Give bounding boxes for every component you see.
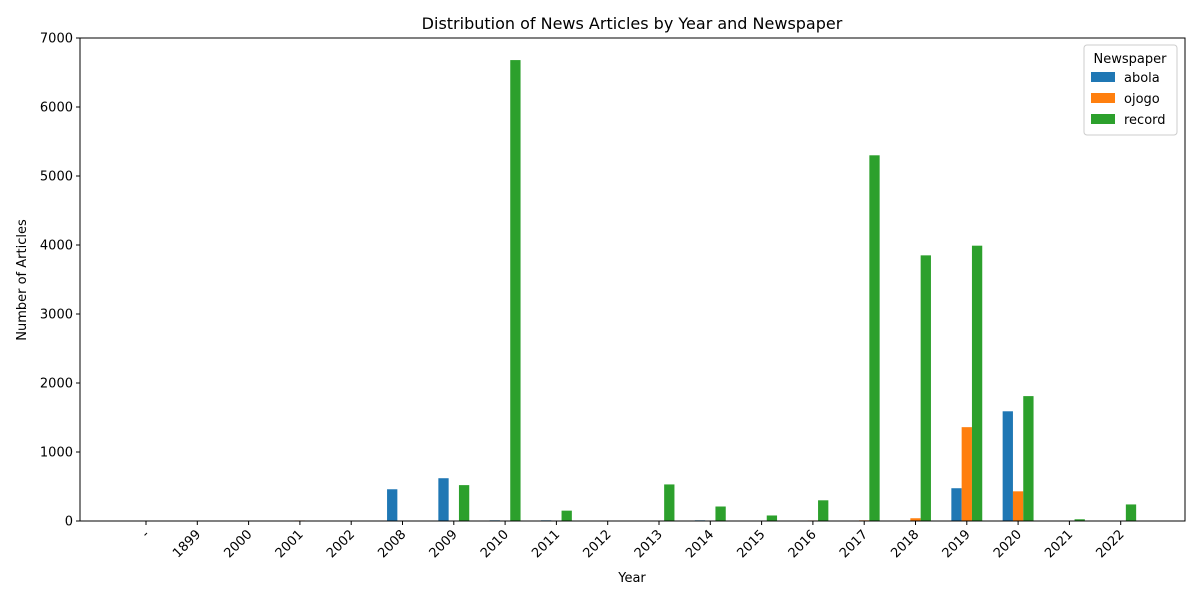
x-tick-label: 2019 <box>940 527 974 561</box>
x-tick-label: 2011 <box>529 527 563 561</box>
bar-record <box>664 484 675 521</box>
bar-record <box>1023 396 1034 521</box>
bar-abola <box>438 478 449 521</box>
bar-record <box>458 485 470 521</box>
bar-record <box>766 515 778 521</box>
bar-ojogo <box>961 427 972 521</box>
x-tick-label: 2013 <box>632 527 666 561</box>
x-tick-label: 2014 <box>683 527 717 561</box>
legend: Newspaper abola ojogo record <box>1083 44 1178 136</box>
x-tick-label: 2001 <box>273 527 307 561</box>
y-tick-label: 1000 <box>40 446 73 461</box>
x-tick-label: 2010 <box>478 527 512 561</box>
legend-title: Newspaper <box>1094 52 1168 67</box>
y-tick-label: 3000 <box>40 308 73 323</box>
x-tick-label: 2016 <box>786 527 820 561</box>
x-tick-label: 2017 <box>837 527 871 561</box>
x-axis-label: Year <box>617 571 646 586</box>
legend-swatch-record <box>1091 114 1115 124</box>
bar-record <box>1074 519 1085 521</box>
y-tick-label: 7000 <box>40 32 73 47</box>
x-tick-label: 2015 <box>734 527 768 561</box>
x-tick-label: 2018 <box>888 527 922 561</box>
plot-area <box>294 60 1137 522</box>
bar-record <box>971 245 983 521</box>
y-tick-label: 0 <box>65 515 73 530</box>
legend-label-abola: abola <box>1124 71 1160 86</box>
bar-record <box>510 60 521 522</box>
y-tick-label: 4000 <box>40 239 73 254</box>
x-tick-label: 2021 <box>1042 527 1076 561</box>
x-tick-label: 2008 <box>375 527 409 561</box>
plot-frame <box>79 37 1186 522</box>
x-tick-label: - <box>139 527 153 541</box>
x-tick-label: 1899 <box>170 527 204 561</box>
bar-record <box>920 255 931 521</box>
bar-record <box>818 500 829 521</box>
bar-abola <box>387 489 398 521</box>
bar-ojogo <box>910 518 921 521</box>
x-tick-label: 2020 <box>991 527 1025 561</box>
x-tick-label: 2000 <box>221 527 255 561</box>
bar-record <box>715 506 726 521</box>
legend-label-record: record <box>1124 113 1166 128</box>
bar-ojogo <box>1012 491 1024 521</box>
y-tick-label: 5000 <box>40 170 73 185</box>
bar-abola <box>951 488 962 521</box>
bar-record <box>561 510 572 521</box>
x-tick-label: 2002 <box>324 527 358 561</box>
bar-record <box>869 155 880 522</box>
legend-swatch-abola <box>1091 72 1115 82</box>
bar-record <box>1125 504 1137 521</box>
x-tick-label: 2012 <box>581 527 615 561</box>
x-tick-label: 2009 <box>427 527 461 561</box>
y-tick-label: 2000 <box>40 377 73 392</box>
y-tick-label: 6000 <box>40 101 73 116</box>
bar-abola <box>1002 411 1013 521</box>
legend-label-ojogo: ojogo <box>1124 92 1160 107</box>
legend-box <box>1083 44 1178 136</box>
y-axis-label: Number of Articles <box>15 219 30 341</box>
legend-swatch-ojogo <box>1091 93 1115 103</box>
x-tick-label: 2022 <box>1094 527 1128 561</box>
chart-title: Distribution of News Articles by Year an… <box>422 14 843 33</box>
